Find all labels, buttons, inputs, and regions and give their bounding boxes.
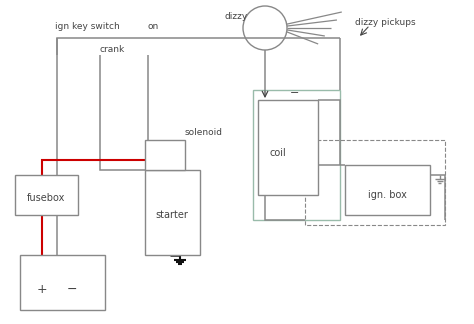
Text: −: − (290, 88, 300, 98)
Text: ign. box: ign. box (367, 190, 406, 200)
Bar (145, 170, 200, 255)
Text: dizzy pickups: dizzy pickups (355, 18, 416, 27)
Text: solenoid: solenoid (185, 128, 223, 137)
Bar (258, 100, 318, 195)
Bar (305, 140, 445, 225)
Text: +: + (36, 283, 47, 296)
Text: dizzy: dizzy (225, 12, 248, 21)
Bar (345, 165, 430, 215)
Text: coil: coil (270, 148, 286, 158)
Text: fusebox: fusebox (27, 193, 65, 203)
Text: starter: starter (155, 210, 189, 220)
Text: crank: crank (100, 45, 125, 54)
Bar (15, 175, 78, 215)
Bar (145, 140, 185, 170)
Bar (20, 255, 105, 310)
Bar (253, 90, 340, 220)
Text: ign key switch: ign key switch (55, 22, 120, 31)
Text: −: − (67, 283, 77, 296)
Text: on: on (148, 22, 159, 31)
